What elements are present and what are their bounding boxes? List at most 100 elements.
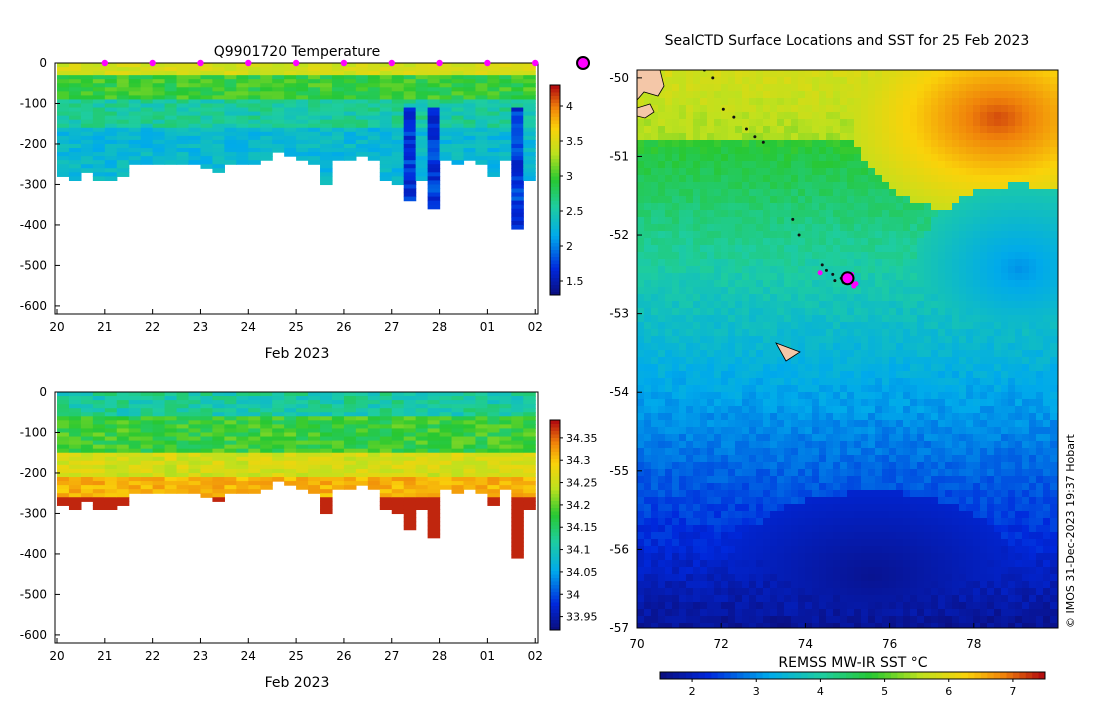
colorbar-step — [550, 466, 560, 470]
salinity-cell — [212, 473, 225, 478]
sst-cell — [847, 98, 854, 105]
temperature-cell — [105, 103, 118, 108]
sst-cell — [840, 98, 847, 105]
sst-cell — [644, 364, 651, 371]
sst-cell — [959, 140, 966, 147]
salinity-cell — [57, 461, 70, 466]
salinity-cell — [57, 437, 70, 442]
sst-cell — [672, 98, 679, 105]
sst-cell — [784, 364, 791, 371]
sst-cell — [770, 336, 777, 343]
salinity-cell — [404, 445, 417, 450]
sst-cell — [805, 273, 812, 280]
temperature-cell — [308, 67, 321, 72]
salinity-cell — [236, 449, 249, 454]
sst-cell — [1022, 196, 1029, 203]
temperature-cell — [69, 160, 82, 165]
temperature-cell — [416, 140, 429, 145]
temperature-cell — [129, 75, 142, 80]
sst-cell — [882, 126, 889, 133]
sst-cell — [882, 266, 889, 273]
sst-cell — [707, 294, 714, 301]
salinity-cell — [404, 522, 417, 527]
sst-cell — [882, 287, 889, 294]
sst-cell — [791, 105, 798, 112]
sst-cell — [735, 329, 742, 336]
sst-cell — [924, 231, 931, 238]
sst-cell — [651, 287, 658, 294]
salinity-cell — [452, 469, 465, 474]
sst-cell — [721, 189, 728, 196]
salinity-cell — [105, 392, 118, 397]
sst-cell — [1001, 133, 1008, 140]
sst-cell — [882, 154, 889, 161]
sst-cell — [973, 161, 980, 168]
temperature-cell — [224, 148, 237, 153]
sst-cell — [644, 196, 651, 203]
salinity-cell — [308, 457, 321, 462]
sst-cell — [770, 70, 777, 77]
sst-cell — [875, 336, 882, 343]
sst-cell — [819, 238, 826, 245]
sst-cell — [938, 217, 945, 224]
sst-cell — [1036, 203, 1043, 210]
sst-cell — [700, 84, 707, 91]
temperature-cell — [296, 71, 309, 76]
salinity-cell — [440, 441, 453, 446]
salinity-cell — [499, 477, 512, 482]
sst-cell — [875, 301, 882, 308]
sst-cell — [679, 217, 686, 224]
sst-cell — [861, 280, 868, 287]
salinity-cell — [511, 404, 524, 409]
sst-cell — [889, 308, 896, 315]
sst-cell — [665, 357, 672, 364]
temperature-cell — [440, 91, 453, 96]
sst-cell — [826, 168, 833, 175]
sst-cell — [735, 91, 742, 98]
temperature-cell — [117, 75, 130, 80]
temperature-cell — [511, 132, 524, 137]
sst-cell — [1008, 343, 1015, 350]
salinity-cell — [177, 408, 190, 413]
temperature-cell — [320, 75, 333, 80]
sst-cell — [756, 189, 763, 196]
temperature-cell — [404, 197, 417, 202]
sst-cell — [1036, 133, 1043, 140]
sst-cell — [651, 273, 658, 280]
sst-cell — [714, 294, 721, 301]
sst-cell — [917, 84, 924, 91]
salinity-cell — [392, 441, 405, 446]
sst-cell — [819, 203, 826, 210]
sst-cell — [777, 168, 784, 175]
salinity-cell — [189, 396, 202, 401]
sst-cell — [840, 189, 847, 196]
sst-cell — [812, 217, 819, 224]
salinity-cell — [141, 420, 154, 425]
temperature-cell — [81, 63, 94, 68]
sst-cell — [980, 182, 987, 189]
sst-cell — [854, 364, 861, 371]
salinity-cell — [368, 400, 381, 405]
sst-cell — [882, 182, 889, 189]
sst-cell — [637, 189, 644, 196]
sst-cell — [665, 119, 672, 126]
salinity-cell — [212, 392, 225, 397]
sst-cell — [931, 259, 938, 266]
sst-cell — [693, 140, 700, 147]
sst-cell — [784, 154, 791, 161]
sst-cell — [987, 294, 994, 301]
sst-cell — [700, 252, 707, 259]
sst-cell — [966, 301, 973, 308]
sst-cell — [931, 252, 938, 259]
temperature-cell — [356, 108, 369, 113]
salinity-cell — [499, 400, 512, 405]
sst-cell — [651, 154, 658, 161]
y-tick-label: -300 — [20, 506, 47, 520]
sst-cell — [994, 308, 1001, 315]
sst-cell — [987, 301, 994, 308]
sst-cell — [819, 231, 826, 238]
sst-cell — [931, 357, 938, 364]
sst-cell — [693, 252, 700, 259]
sst-cell — [735, 245, 742, 252]
temperature-cell — [487, 112, 500, 117]
